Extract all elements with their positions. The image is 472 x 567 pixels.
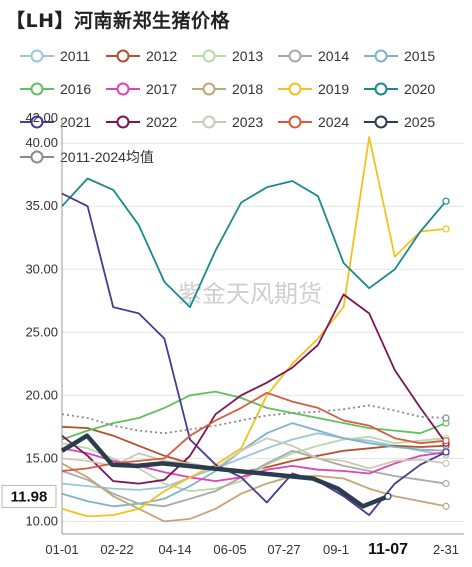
- series-end-marker: [442, 502, 450, 510]
- series-line-2019[interactable]: [61, 136, 447, 518]
- y-tick-label: 30.00: [25, 261, 58, 276]
- series-line-2020[interactable]: [61, 177, 447, 308]
- legend-line-circle-icon: [364, 49, 398, 63]
- legend-label: 2021: [60, 114, 92, 130]
- chart-legend: 2011 2012 2013 2014 2015 2016 2017 2018 2019 2020…: [0, 40, 472, 165]
- chart-title: 【LH】河南新郑生猪价格: [6, 10, 231, 32]
- x-tick-label: 09-1: [323, 542, 349, 557]
- legend-label: 2014: [318, 48, 350, 64]
- legend-label: 2022: [146, 114, 178, 130]
- legend-item-2017[interactable]: 2017: [106, 81, 177, 97]
- legend-item-2020[interactable]: 2020: [364, 81, 435, 97]
- legend-item-2021[interactable]: 2021: [20, 114, 91, 130]
- y-tick-label: 35.00: [25, 198, 58, 213]
- legend-item-2019[interactable]: 2019: [278, 81, 349, 97]
- legend-label: 2024: [318, 114, 350, 130]
- legend-line-circle-icon: [106, 115, 140, 129]
- legend-line-circle-icon: [20, 82, 54, 96]
- y-tick-label: 40.00: [25, 135, 58, 150]
- legend-label: 2011: [60, 48, 91, 64]
- series-line-2022[interactable]: [61, 293, 447, 485]
- legend-item-2023[interactable]: 2023: [192, 114, 263, 130]
- legend-line-circle-icon: [192, 49, 226, 63]
- series-line-2011-2024均值[interactable]: [61, 404, 447, 435]
- y-tick-label: 15.00: [25, 450, 58, 465]
- y-tick-label: 25.00: [25, 324, 58, 339]
- legend-line-circle-icon: [278, 82, 312, 96]
- x-tick-label: 2-31: [433, 542, 459, 557]
- legend-line-circle-icon: [20, 49, 54, 63]
- legend-label: 2016: [60, 81, 92, 97]
- legend-line-circle-icon: [278, 49, 312, 63]
- legend-label: 2012: [146, 48, 178, 64]
- legend-line-circle-icon: [20, 150, 54, 164]
- series-end-marker: [384, 492, 392, 501]
- legend-line-circle-icon: [20, 115, 54, 129]
- legend-item-2012[interactable]: 2012: [106, 48, 177, 64]
- series-line-2025[interactable]: [60, 433, 389, 509]
- legend-line-circle-icon: [106, 49, 140, 63]
- legend-line-circle-icon: [364, 82, 398, 96]
- legend-item-2013[interactable]: 2013: [192, 48, 263, 64]
- series-end-marker: [442, 197, 450, 205]
- legend-item-2025[interactable]: 2025: [364, 114, 435, 130]
- legend-label: 2019: [318, 81, 350, 97]
- y-tick-label: 42.00: [25, 110, 58, 125]
- watermark: 紫金天风期货: [178, 281, 322, 308]
- series-end-marker: [442, 479, 450, 488]
- x-tick-label: 02-22: [100, 542, 133, 557]
- series-line-2011[interactable]: [61, 432, 447, 491]
- series-end-marker: [442, 459, 450, 468]
- series-end-marker: [442, 448, 450, 456]
- x-tick-label: 06-05: [213, 542, 246, 557]
- series-end-marker: [442, 414, 450, 422]
- legend-item-2011[interactable]: 2011: [20, 48, 90, 64]
- legend-item-2024[interactable]: 2024: [278, 114, 349, 130]
- legend-label: 2023: [232, 114, 264, 130]
- legend-label: 2013: [232, 48, 264, 64]
- current-value-label: 11.98: [11, 488, 48, 505]
- x-tick-label: 01-01: [45, 542, 78, 557]
- legend-label: 2017: [146, 81, 178, 97]
- legend-item-2015[interactable]: 2015: [364, 48, 435, 64]
- legend-line-circle-icon: [192, 115, 226, 129]
- series-line-2015[interactable]: [61, 422, 447, 508]
- legend-label: 2015: [404, 48, 436, 64]
- legend-item-2014[interactable]: 2014: [278, 48, 349, 64]
- series-line-2014[interactable]: [61, 449, 447, 508]
- legend-line-circle-icon: [192, 82, 226, 96]
- x-tick-label: 04-14: [158, 542, 191, 557]
- legend-line-circle-icon: [364, 115, 398, 129]
- y-tick-label: 20.00: [25, 387, 58, 402]
- legend-item-2018[interactable]: 2018: [192, 81, 263, 97]
- legend-item-2011-2024均值[interactable]: 2011-2024均值: [20, 147, 154, 167]
- legend-item-2016[interactable]: 2016: [20, 81, 91, 97]
- series-line-2023[interactable]: [61, 437, 447, 470]
- legend-label: 2018: [232, 81, 264, 97]
- legend-line-circle-icon: [106, 82, 140, 96]
- legend-label: 2011-2024均值: [60, 149, 154, 165]
- legend-line-circle-icon: [278, 115, 312, 129]
- series-end-marker: [442, 225, 450, 233]
- current-value-badge: [1, 484, 57, 508]
- legend-label: 2020: [404, 81, 436, 97]
- x-tick-label: 11-07: [368, 541, 408, 558]
- series-line-2016[interactable]: [61, 390, 447, 441]
- y-tick-label: 10.00: [25, 513, 58, 528]
- legend-item-2022[interactable]: 2022: [106, 114, 177, 130]
- x-tick-label: 07-27: [267, 542, 300, 557]
- series-line-2024[interactable]: [61, 391, 447, 472]
- legend-label: 2025: [404, 114, 436, 130]
- series-end-marker: [442, 437, 450, 445]
